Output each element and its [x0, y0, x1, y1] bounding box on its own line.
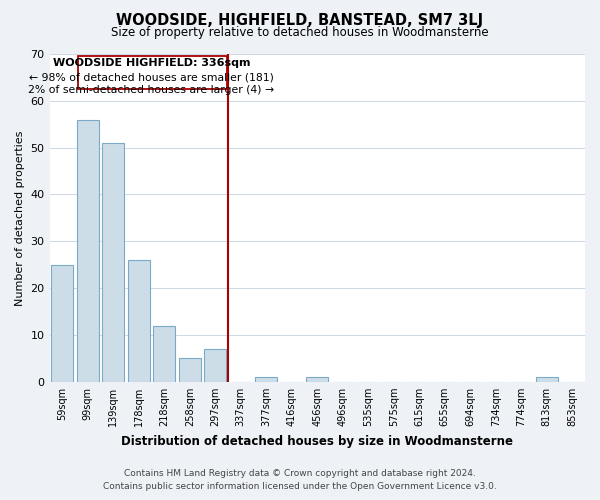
Text: WOODSIDE, HIGHFIELD, BANSTEAD, SM7 3LJ: WOODSIDE, HIGHFIELD, BANSTEAD, SM7 3LJ [116, 12, 484, 28]
Bar [307, 377, 328, 382]
Bar [77, 120, 98, 382]
Text: WOODSIDE HIGHFIELD: 336sqm: WOODSIDE HIGHFIELD: 336sqm [53, 58, 250, 68]
Text: ← 98% of detached houses are smaller (181): ← 98% of detached houses are smaller (18… [29, 72, 274, 83]
X-axis label: Distribution of detached houses by size in Woodmansterne: Distribution of detached houses by size … [121, 434, 513, 448]
Bar [154, 326, 175, 382]
Bar [179, 358, 200, 382]
Bar [536, 377, 557, 382]
Y-axis label: Number of detached properties: Number of detached properties [15, 130, 25, 306]
Bar [52, 264, 73, 382]
FancyBboxPatch shape [77, 56, 227, 89]
Text: 2% of semi-detached houses are larger (4) →: 2% of semi-detached houses are larger (4… [28, 86, 275, 96]
Text: Contains HM Land Registry data © Crown copyright and database right 2024.
Contai: Contains HM Land Registry data © Crown c… [103, 469, 497, 491]
Bar [205, 349, 226, 382]
Bar [256, 377, 277, 382]
Text: Size of property relative to detached houses in Woodmansterne: Size of property relative to detached ho… [111, 26, 489, 39]
Bar [128, 260, 149, 382]
Bar [103, 143, 124, 382]
